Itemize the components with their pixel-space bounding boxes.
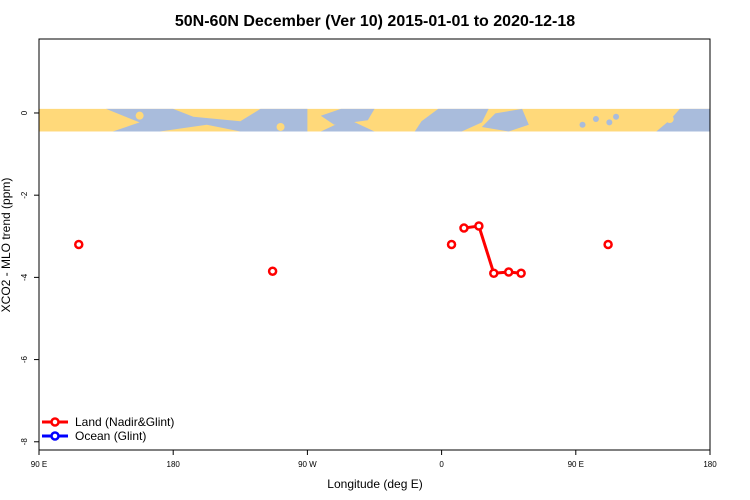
map-ocean-region (414, 108, 489, 132)
map-lake (592, 116, 599, 123)
map-ocean-region (656, 108, 710, 132)
data-point (603, 239, 613, 250)
map-ocean-region (320, 108, 375, 125)
world-map-band (39, 108, 710, 132)
map-land (39, 108, 710, 132)
map-lake (579, 121, 586, 128)
chart-title: 50N-60N December (Ver 10) 2015-01-01 to … (175, 13, 575, 30)
map-lake (613, 113, 620, 120)
plot-marks (74, 221, 613, 279)
x-axis-label: Longitude (deg E) (327, 477, 422, 491)
map-island (276, 122, 285, 131)
y-tick-label: -2 (20, 191, 29, 199)
map-island (135, 111, 144, 120)
data-point (503, 267, 514, 277)
x-tick-label: 90 E (568, 460, 584, 469)
series-line (463, 224, 522, 275)
data-point (474, 221, 484, 231)
data-point (459, 223, 469, 233)
plot-frame (38, 38, 711, 451)
x-tick-label: 180 (703, 460, 717, 469)
y-tick-label: -8 (20, 438, 29, 446)
x-tick-label: 90 W (298, 460, 317, 469)
map-ocean-region (481, 108, 529, 132)
legend-marker (50, 431, 60, 441)
data-point (516, 268, 526, 279)
data-point (74, 239, 84, 250)
y-tick-label: 0 (20, 110, 29, 115)
data-point (446, 239, 457, 250)
y-tick-label: -4 (20, 273, 29, 281)
map-lake (606, 119, 613, 126)
x-tick-label: 180 (167, 460, 181, 469)
axes: 90 E 180 90 W 0 90 E 180 0 -2 -4 -6 -8 (20, 110, 717, 469)
data-point (267, 266, 278, 276)
y-tick-label: -6 (20, 355, 29, 363)
x-tick-label: 0 (439, 460, 444, 469)
y-axis-label: XCO2 - MLO trend (ppm) (0, 178, 13, 313)
data-point (489, 268, 499, 279)
map-ocean-region (320, 119, 375, 132)
legend-entry: Ocean (Glint) (75, 429, 146, 443)
x-tick-label: 90 E (31, 460, 47, 469)
legend: Land (Nadir&Glint)Ocean (Glint) (42, 415, 174, 443)
legend-entry: Land (Nadir&Glint) (75, 415, 174, 429)
map-ocean-region (106, 108, 308, 132)
legend-marker (50, 417, 60, 427)
map-island (665, 115, 674, 124)
